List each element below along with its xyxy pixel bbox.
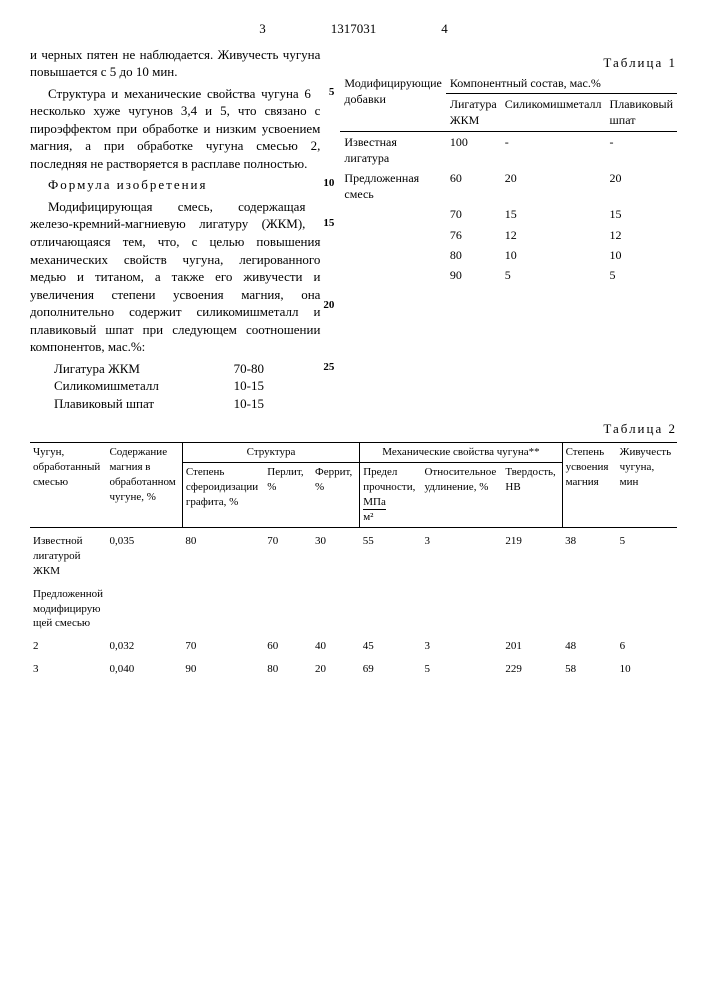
table-header: Механические свойства чугуна** [360, 443, 562, 463]
table-header: Степень усвоения магния [562, 443, 617, 528]
table1: Модифицирующие добавки Компонентный сост… [340, 73, 677, 285]
table-subheader: Твердость, НВ [502, 462, 562, 527]
line-number: 25 [323, 360, 334, 375]
table-header: Содержание магния в обработанном чугуне,… [106, 443, 182, 528]
table-row: Известной лигатурой ЖКМ 0,035 80 70 30 5… [30, 528, 677, 581]
table2-label: Таблица 2 [30, 420, 677, 438]
table-subheader: Степень сфероидизации графита, % [182, 462, 264, 527]
table-row: 3 0,040 90 80 20 69 5 229 58 10 [30, 656, 677, 679]
table-subheader: Феррит, % [312, 462, 360, 527]
table-row: Предложенная смесь602020 [340, 168, 677, 204]
left-column: и черных пятен не наблюдается. Живучесть… [30, 46, 320, 413]
table-header: Живучесть чугуна, мин [617, 443, 677, 528]
table-subheader: Предел прочности, МПа м² [360, 462, 422, 527]
doc-number: 1317031 [331, 21, 377, 36]
list-item: Плавиковый шпат10-15 [54, 395, 264, 413]
line-number: 10 [305, 176, 334, 191]
table2: Чугун, обработанный смесью Содержание ма… [30, 442, 677, 679]
table-row: 761212 [340, 225, 677, 245]
table-subheader: Силикомишметалл [501, 94, 606, 131]
table-subheader: Плавиковый шпат [606, 94, 677, 131]
paragraph: 5Структура и механические свойства чугун… [30, 85, 320, 173]
table-subheader: Лигатура ЖКМ [446, 94, 501, 131]
table1-label: Таблица 1 [340, 54, 677, 72]
table-row: 9055 [340, 265, 677, 285]
line-number: 5 [311, 85, 335, 100]
table-subheader: Перлит, % [264, 462, 312, 527]
table-header: Компонентный состав, мас.% [446, 73, 677, 94]
table-row: Предложенной модифицирующей смесью [30, 581, 677, 634]
table-row: Известная лигатура100-- [340, 131, 677, 168]
two-column-section: и черных пятен не наблюдается. Живучесть… [30, 46, 677, 413]
page-left: 3 [259, 21, 266, 36]
list-item: Лигатура ЖКМ70-80 [54, 360, 264, 378]
paragraph: и черных пятен не наблюдается. Живучесть… [30, 46, 320, 81]
table-header: Чугун, обработанный смесью [30, 443, 106, 528]
table-row: 2 0,032 70 60 40 45 3 201 48 6 [30, 633, 677, 656]
table-header: Модифицирующие добавки [340, 73, 445, 131]
line-number: 15 [305, 216, 334, 231]
table-subheader: Относительное удлинение, % [421, 462, 502, 527]
list-item: Силикомишметалл10-15 [54, 377, 264, 395]
table-row: 701515 [340, 204, 677, 224]
right-column: Таблица 1 Модифицирующие добавки Компоне… [340, 46, 677, 413]
component-list: 25 Лигатура ЖКМ70-80 Силикомишметалл10-1… [54, 360, 320, 413]
page-right: 4 [441, 21, 448, 36]
table-header: Структура [182, 443, 359, 463]
table-row: 801010 [340, 245, 677, 265]
formula-heading: 10Формула изобретения [30, 176, 320, 194]
paragraph: 15Модифицирующая смесь, содержащая желез… [30, 198, 320, 356]
